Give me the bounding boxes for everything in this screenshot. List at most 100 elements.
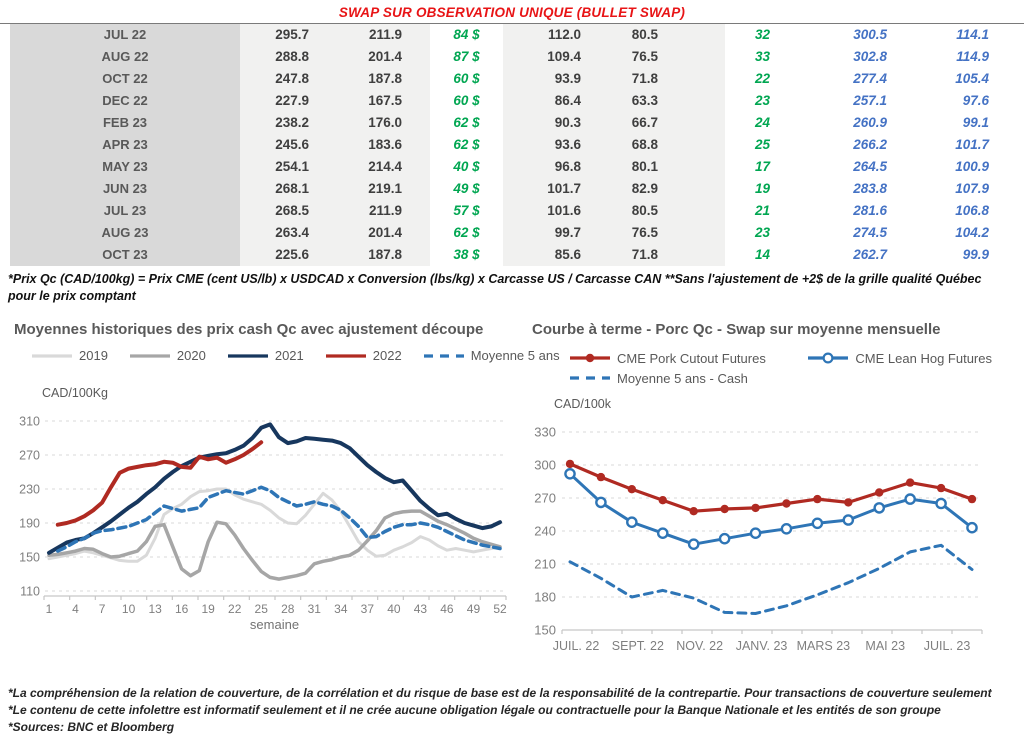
table-cell: 187.8 bbox=[335, 68, 430, 90]
table-row: JUL 22 295.7 211.9 84 $ 112.0 80.5 32 300.5 114.… bbox=[10, 24, 1024, 46]
table-cell: 106.8 bbox=[955, 203, 989, 218]
legend-item: 2021 bbox=[226, 348, 304, 363]
table-footnote: *Prix Qc (CAD/100kg) = Prix CME (cent US… bbox=[8, 272, 982, 303]
table-cell: 266.2 bbox=[853, 137, 887, 152]
forward-chart-title: Courbe à terme - Porc Qc - Swap sur moye… bbox=[532, 321, 941, 338]
legend-label: CME Pork Cutout Futures bbox=[617, 350, 766, 366]
table-cell: 101.7 bbox=[503, 178, 595, 200]
table-row: OCT 22 247.8 187.8 60 $ 93.9 71.8 22 277.4 105.4 bbox=[10, 68, 1024, 90]
forward-curve-plot: CAD/100k 150 180 210 240 270 300 330 JUIL. 22 SEP… bbox=[534, 397, 983, 653]
title-divider bbox=[0, 23, 1024, 24]
table-cell: 71.8 bbox=[595, 244, 680, 266]
table-row: DEC 22 227.9 167.5 60 $ 86.4 63.3 23 257.1 97.6 bbox=[10, 90, 1024, 112]
svg-text:270: 270 bbox=[19, 449, 40, 463]
legend-swatch bbox=[129, 353, 170, 358]
table-cell: 274.5 bbox=[853, 225, 887, 240]
table-cell: 71.8 bbox=[595, 68, 680, 90]
svg-text:300: 300 bbox=[534, 458, 556, 473]
page-title: SWAP SUR OBSERVATION UNIQUE (BULLET SWAP… bbox=[338, 5, 686, 20]
table-cell: 112.0 bbox=[503, 24, 595, 46]
swap-table: JUL 22 295.7 211.9 84 $112.0 80.5 32 300.5 114.… bbox=[10, 24, 1024, 266]
svg-text:110: 110 bbox=[20, 585, 40, 599]
table-cell: 245.6 bbox=[240, 134, 335, 156]
svg-text:46: 46 bbox=[440, 602, 454, 616]
table-cell: 187.8 bbox=[335, 244, 430, 266]
table-cell: 114.9 bbox=[956, 49, 989, 64]
table-row: AUG 23 263.4 201.4 62 $ 99.7 76.5 23 274.5 104.2 bbox=[10, 222, 1024, 244]
table-cell-spacer bbox=[680, 244, 725, 266]
svg-text:240: 240 bbox=[534, 524, 556, 539]
historical-chart-legend: 2019 2020 2021 2022 Moyenne 5 ans bbox=[30, 348, 560, 363]
svg-text:270: 270 bbox=[534, 491, 556, 506]
legend-swatch bbox=[325, 353, 366, 358]
table-cell: 262.7 bbox=[853, 247, 887, 262]
table-row: JUL 23 268.5 211.9 57 $ 101.6 80.5 21 281.6 106.… bbox=[10, 200, 1024, 222]
table-cell: JUL 23 bbox=[10, 200, 240, 222]
legend-label: 2021 bbox=[274, 348, 304, 363]
table-cell: 97.6 bbox=[962, 93, 989, 108]
table-cell: 80.5 bbox=[595, 24, 680, 46]
table-cell: 225.6 bbox=[240, 244, 335, 266]
footer-note-sources: *Sources: BNC et Bloomberg bbox=[8, 720, 175, 734]
svg-text:34: 34 bbox=[334, 602, 348, 616]
footer-note-responsibility: *La compréhension de la relation de couv… bbox=[8, 686, 992, 700]
table-cell: 99.9 bbox=[962, 247, 989, 262]
table-cell: 201.4 bbox=[335, 222, 430, 244]
table-cell: 62 $ bbox=[453, 225, 480, 240]
svg-text:330: 330 bbox=[534, 425, 556, 440]
table-cell: 268.5 bbox=[240, 200, 335, 222]
legend-item: CME Pork Cutout Futures bbox=[568, 351, 766, 366]
table-cell: 300.5 bbox=[853, 27, 887, 42]
charts-row: Moyennes historiques des prix cash Qc av… bbox=[0, 315, 1024, 659]
svg-text:52: 52 bbox=[493, 602, 507, 616]
table-cell: 211.9 bbox=[335, 200, 430, 222]
forward-legend-row-2: Moyenne 5 ans - Cash bbox=[568, 368, 1012, 388]
legend-label: Moyenne 5 ans - Cash bbox=[617, 370, 748, 386]
historical-prices-panel: Moyennes historiques des prix cash Qc av… bbox=[0, 315, 560, 659]
table-cell: 25 bbox=[754, 137, 771, 152]
legend-label: 2019 bbox=[79, 348, 108, 363]
table-cell: 264.5 bbox=[853, 159, 887, 174]
table-cell: FEB 23 bbox=[10, 112, 240, 134]
table-cell: 84 $ bbox=[453, 27, 480, 42]
svg-text:37: 37 bbox=[361, 602, 375, 616]
table-cell: 219.1 bbox=[335, 178, 430, 200]
table-cell: 302.8 bbox=[853, 49, 887, 64]
table-cell: 96.8 bbox=[503, 156, 595, 178]
table-cell: 33 bbox=[754, 49, 771, 64]
table-cell: 100.9 bbox=[955, 159, 989, 174]
table-cell: 101.6 bbox=[503, 200, 595, 222]
table-cell: 263.4 bbox=[240, 222, 335, 244]
table-cell: 76.5 bbox=[595, 222, 680, 244]
legend-label: CME Lean Hog Futures bbox=[855, 350, 992, 366]
table-cell: 176.0 bbox=[335, 112, 430, 134]
legend-swatch bbox=[32, 353, 72, 358]
svg-text:22: 22 bbox=[228, 602, 242, 616]
table-cell: 114.1 bbox=[956, 27, 989, 42]
table-cell-spacer bbox=[680, 90, 725, 112]
table-cell: 76.5 bbox=[595, 46, 680, 68]
table-cell: 68.8 bbox=[595, 134, 680, 156]
table-cell: 105.4 bbox=[955, 71, 989, 86]
table-row: OCT 23 225.6 187.8 38 $ 85.6 71.8 14 262.7 99.9 bbox=[10, 244, 1024, 266]
svg-text:MAI 23: MAI 23 bbox=[865, 639, 905, 653]
footer-notes: *La compréhension de la relation de couv… bbox=[8, 685, 1014, 734]
table-cell: 201.4 bbox=[335, 46, 430, 68]
table-cell-spacer bbox=[680, 68, 725, 90]
table-row: MAY 23 254.1 214.4 40 $ 96.8 80.1 17 264.5 100.9 bbox=[10, 156, 1024, 178]
table-cell: 288.8 bbox=[240, 46, 335, 68]
legend-item: 2020 bbox=[128, 348, 206, 363]
svg-text:150: 150 bbox=[19, 551, 40, 565]
legend-item: CME Lean Hog Futures bbox=[806, 351, 992, 366]
table-cell: 40 $ bbox=[453, 159, 480, 174]
table-cell: 254.1 bbox=[240, 156, 335, 178]
table-cell: 21 bbox=[754, 203, 771, 218]
table-cell: 99.1 bbox=[962, 115, 989, 130]
table-cell: 63.3 bbox=[595, 90, 680, 112]
historical-prices-plot: CAD/100Kg 110 150 190 230 270 310 1 4 7 10 13 16 19 22… bbox=[19, 386, 507, 632]
table-cell: 23 bbox=[754, 93, 771, 108]
svg-text:JUIL. 23: JUIL. 23 bbox=[924, 639, 971, 653]
legend-label: Moyenne 5 ans bbox=[470, 348, 560, 363]
table-cell: 14 bbox=[754, 247, 771, 262]
